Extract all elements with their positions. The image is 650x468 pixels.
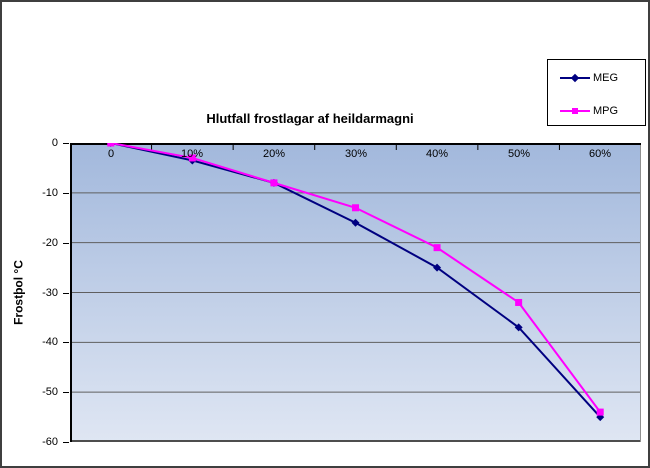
y-tick-label: 0 xyxy=(51,137,58,149)
legend-label: MPG xyxy=(593,105,619,117)
legend-item-meg: MEG xyxy=(548,67,645,89)
marker-mpg xyxy=(433,244,441,252)
y-tick-mark xyxy=(63,143,69,144)
y-tick-mark xyxy=(63,442,69,443)
y-tick-label: -20 xyxy=(42,237,58,249)
x-tick-label: 10% xyxy=(180,148,204,160)
legend-line-sample xyxy=(560,108,590,114)
x-tick-label: 0 xyxy=(107,148,115,160)
plot-area xyxy=(70,143,641,442)
legend-line-sample xyxy=(560,73,590,83)
legend: MEG MPG xyxy=(547,59,646,126)
series-line-mpg xyxy=(110,143,602,413)
y-tick-label: -60 xyxy=(42,436,58,448)
y-tick-label: -50 xyxy=(42,386,58,398)
series-line-meg xyxy=(110,143,601,418)
x-tick-label: 30% xyxy=(344,148,368,160)
marker-meg xyxy=(514,323,523,332)
y-tick-mark xyxy=(63,392,69,393)
legend-label: MEG xyxy=(593,72,619,84)
y-tick-mark xyxy=(63,193,69,194)
marker-mpg xyxy=(596,408,604,416)
marker-mpg xyxy=(515,298,523,306)
marker-mpg xyxy=(352,204,359,212)
y-tick-label: -40 xyxy=(42,336,58,348)
marker-mpg xyxy=(107,143,115,147)
plot-svg xyxy=(70,143,641,442)
legend-item-mpg: MPG xyxy=(548,100,645,122)
x-tick-label: 50% xyxy=(507,148,531,160)
marker-mpg xyxy=(270,179,278,187)
marker-mpg xyxy=(188,154,196,162)
y-tick-mark xyxy=(63,342,69,343)
y-tick-mark xyxy=(63,243,69,244)
y-tick-mark xyxy=(63,293,69,294)
legend-diamond-icon xyxy=(570,73,580,83)
chart-title: Hlutfall frostlagar af heildarmagni xyxy=(206,111,414,126)
y-tick-label: -10 xyxy=(42,187,58,199)
marker-meg xyxy=(433,263,442,272)
legend-square-icon xyxy=(572,108,578,114)
x-tick-label: 20% xyxy=(262,148,286,160)
x-tick-label: 60% xyxy=(588,148,612,160)
marker-meg xyxy=(351,218,360,227)
x-tick-label: 40% xyxy=(425,148,449,160)
y-tick-label: -30 xyxy=(42,287,58,299)
